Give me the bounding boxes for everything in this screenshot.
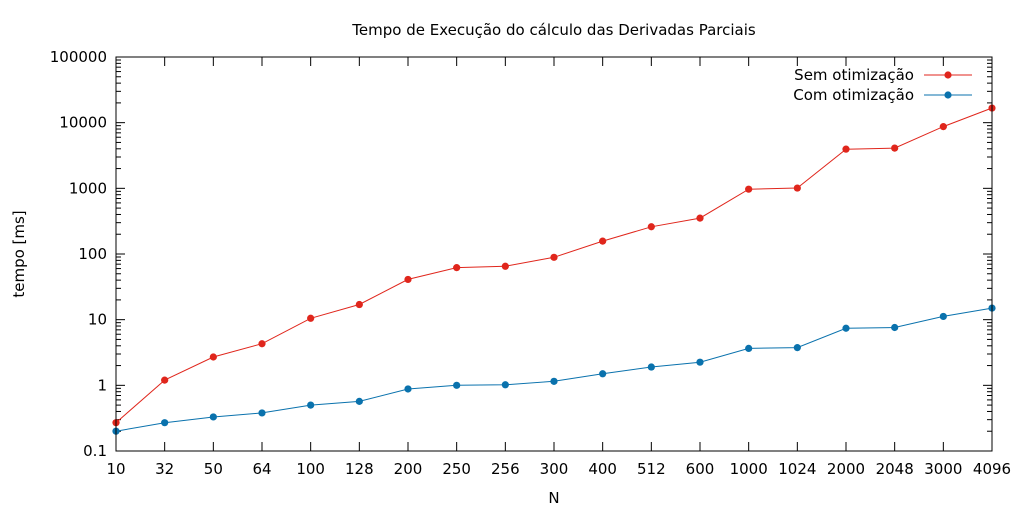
data-point-2 <box>842 324 850 332</box>
data-point-2 <box>793 344 801 352</box>
data-point-2 <box>307 401 315 409</box>
legend-label-2: Com otimização <box>793 86 914 104</box>
y-tick-label: 10 <box>88 311 107 329</box>
data-point-1 <box>647 223 655 231</box>
x-tick-label: 2048 <box>876 460 914 478</box>
x-tick-label: 1000 <box>730 460 768 478</box>
y-tick-label: 0.1 <box>83 442 107 460</box>
series-line-1 <box>115 107 993 424</box>
data-point-1 <box>501 262 509 270</box>
data-point-1 <box>891 144 899 152</box>
data-point-1 <box>209 353 217 361</box>
plot-frame <box>115 56 993 452</box>
data-point-2 <box>599 370 607 378</box>
x-tick-label: 250 <box>442 460 471 478</box>
chart-title: Tempo de Execução do cálculo das Derivad… <box>351 21 756 39</box>
x-axis-title: N <box>548 489 559 507</box>
data-point-1 <box>550 253 558 261</box>
x-tick-label: 200 <box>394 460 423 478</box>
legend-marker-1 <box>944 71 952 79</box>
y-tick-label: 100 <box>78 245 107 263</box>
x-tick-label: 512 <box>637 460 666 478</box>
x-tick-label: 1024 <box>778 460 816 478</box>
data-point-1 <box>355 300 363 309</box>
data-point-2 <box>258 409 266 417</box>
data-point-1 <box>404 275 412 284</box>
data-point-1 <box>307 314 315 322</box>
x-tick-label: 50 <box>204 460 223 478</box>
series-layer <box>112 104 996 435</box>
data-point-2 <box>404 385 412 393</box>
data-point-2 <box>161 419 169 427</box>
data-point-2 <box>939 312 947 321</box>
data-point-1 <box>842 145 850 153</box>
x-tick-label: 256 <box>491 460 520 478</box>
data-point-2 <box>647 363 655 371</box>
legend-marker-2 <box>944 91 952 99</box>
data-point-1 <box>793 184 801 192</box>
x-tick-label: 3000 <box>924 460 962 478</box>
data-point-1 <box>258 340 266 348</box>
y-tick-label: 10000 <box>59 114 107 132</box>
data-point-2 <box>501 381 509 389</box>
x-tick-label: 400 <box>588 460 617 478</box>
y-axis-title: tempo [ms] <box>10 210 28 297</box>
data-point-1 <box>453 264 461 272</box>
data-point-1 <box>161 376 169 384</box>
x-tick-label: 100 <box>296 460 325 478</box>
data-point-2 <box>745 344 753 353</box>
x-tick-label: 300 <box>540 460 569 478</box>
data-point-1 <box>939 123 947 131</box>
data-point-2 <box>453 381 461 389</box>
x-tick-label: 10 <box>106 460 125 478</box>
data-point-1 <box>599 237 607 245</box>
y-tick-label: 1 <box>97 376 107 394</box>
legend-label-1: Sem otimização <box>794 66 914 84</box>
x-tick-label: 4096 <box>973 460 1011 478</box>
x-tick-label: 32 <box>155 460 174 478</box>
legend: Sem otimização Com otimização <box>793 66 972 104</box>
data-point-1 <box>696 214 704 222</box>
series-line-2 <box>115 307 993 432</box>
y-axis-ticks: 0.1 1 10 100 1000 10000 100000 <box>50 48 992 460</box>
data-point-2 <box>355 397 363 405</box>
x-tick-label: 128 <box>345 460 374 478</box>
data-point-2 <box>891 323 899 332</box>
x-tick-label: 2000 <box>827 460 865 478</box>
y-tick-label: 1000 <box>69 179 107 197</box>
x-tick-label: 600 <box>686 460 715 478</box>
data-point-1 <box>745 185 753 193</box>
y-tick-label: 100000 <box>50 48 107 66</box>
data-point-2 <box>550 377 558 385</box>
data-point-2 <box>209 413 217 421</box>
data-point-2 <box>696 358 704 366</box>
x-tick-label: 64 <box>252 460 271 478</box>
